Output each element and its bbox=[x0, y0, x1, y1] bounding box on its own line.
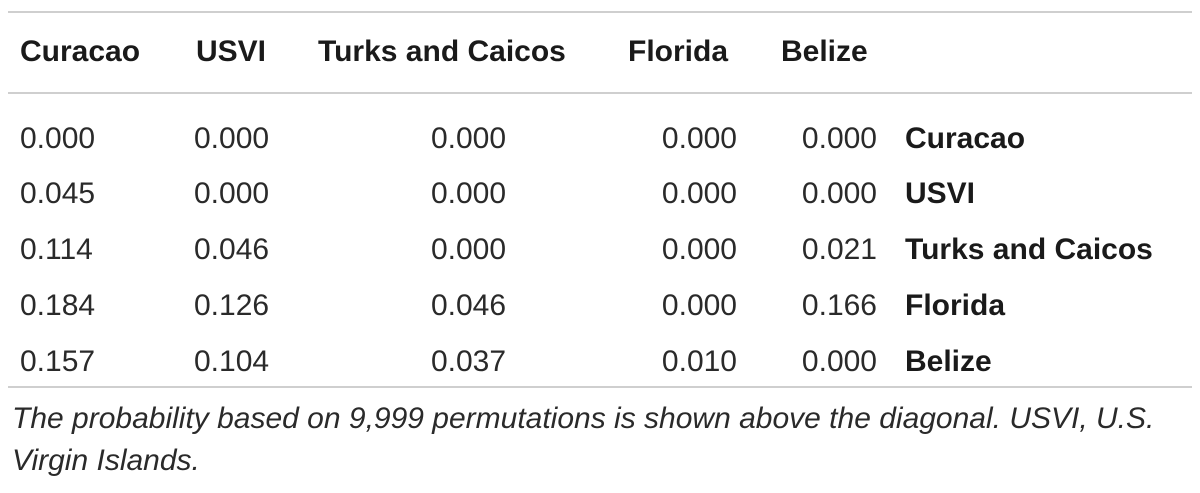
column-header-belize: Belize bbox=[781, 34, 868, 68]
table-cell: 0.000 bbox=[661, 233, 737, 266]
table-cell: 0.000 bbox=[801, 121, 877, 155]
table-cell: 0.000 bbox=[20, 121, 96, 155]
table-cell: 0.157 bbox=[20, 345, 96, 378]
table-cell: 0.000 bbox=[661, 289, 737, 322]
column-header-row-labels bbox=[895, 0, 1200, 90]
table-cell: 0.000 bbox=[430, 233, 507, 266]
table-cell: 0.000 bbox=[661, 177, 737, 210]
row-label-usvi: USVI bbox=[905, 177, 976, 210]
table-row: 0.000 0.000 0.000 0.000 0.000 Curacao bbox=[0, 90, 1200, 166]
table-row: 0.184 0.126 0.046 0.000 0.166 Florida bbox=[0, 278, 1200, 334]
table-footnote: The probability based on 9,999 permutati… bbox=[12, 402, 1155, 477]
table-cell: 0.000 bbox=[801, 177, 877, 210]
table-cell: 0.045 bbox=[20, 177, 96, 210]
table-cell: 0.010 bbox=[661, 345, 737, 378]
table-row: 0.114 0.046 0.000 0.000 0.021 Turks and … bbox=[0, 222, 1200, 278]
table-bottom-rule bbox=[8, 386, 1192, 388]
column-header-florida: Florida bbox=[628, 34, 729, 68]
table-row: 0.045 0.000 0.000 0.000 0.000 USVI bbox=[0, 166, 1200, 222]
table-cell: 0.126 bbox=[194, 289, 270, 322]
table-cell: 0.000 bbox=[661, 121, 737, 155]
table-cell: 0.104 bbox=[194, 345, 270, 378]
table-top-rule bbox=[8, 11, 1192, 13]
pairwise-statistics-table: Curacao USVI Turks and Caicos Florida Be… bbox=[0, 0, 1200, 390]
row-label-curacao: Curacao bbox=[905, 121, 1026, 155]
table-cell: 0.000 bbox=[194, 121, 270, 155]
table-cell: 0.037 bbox=[430, 345, 507, 378]
table-cell: 0.000 bbox=[430, 177, 507, 210]
table-cell: 0.166 bbox=[801, 289, 877, 322]
row-label-florida: Florida bbox=[905, 289, 1006, 322]
table-header-row: Curacao USVI Turks and Caicos Florida Be… bbox=[0, 0, 1200, 90]
column-header-turks-and-caicos: Turks and Caicos bbox=[318, 34, 566, 68]
column-header-usvi: USVI bbox=[196, 34, 267, 68]
table-header-rule bbox=[8, 92, 1192, 94]
table-cell: 0.046 bbox=[430, 289, 507, 322]
table-cell: 0.000 bbox=[430, 121, 507, 155]
table-row: 0.157 0.104 0.037 0.010 0.000 Belize bbox=[0, 334, 1200, 390]
row-label-belize: Belize bbox=[905, 345, 992, 378]
table-cell: 0.184 bbox=[20, 289, 96, 322]
row-label-turks-and-caicos: Turks and Caicos bbox=[905, 233, 1153, 266]
table-cell: 0.114 bbox=[20, 233, 93, 266]
table-cell: 0.046 bbox=[194, 233, 270, 266]
table-cell: 0.021 bbox=[801, 233, 877, 266]
column-header-curacao: Curacao bbox=[20, 34, 141, 68]
table-cell: 0.000 bbox=[194, 177, 270, 210]
table-cell: 0.000 bbox=[801, 345, 877, 378]
